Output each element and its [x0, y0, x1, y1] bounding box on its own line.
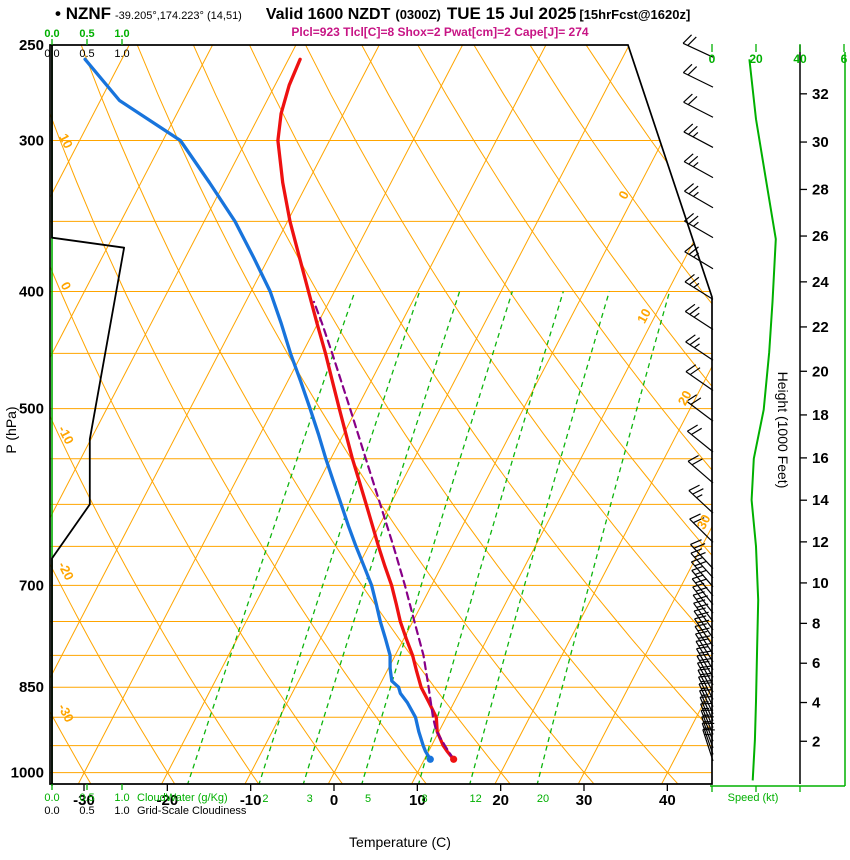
station-name: NZNF — [65, 4, 112, 23]
stability-indices: Plcl=923 Tlcl[C]=8 Shox=2 Pwat[cm]=2 Cap… — [291, 25, 589, 39]
svg-text:0.0: 0.0 — [44, 48, 59, 60]
station-coords: -39.205°,174.223° (14,51) — [115, 10, 242, 22]
svg-text:-10: -10 — [55, 423, 77, 447]
svg-text:250: 250 — [19, 37, 44, 54]
svg-text:4: 4 — [812, 695, 821, 712]
svg-text:2: 2 — [812, 733, 820, 750]
svg-text:0.5: 0.5 — [79, 805, 94, 817]
svg-text:0.5: 0.5 — [79, 792, 94, 804]
svg-text:-30: -30 — [55, 701, 77, 725]
svg-text:1.0: 1.0 — [114, 48, 129, 60]
svg-text:1000: 1000 — [11, 765, 44, 782]
svg-text:-20: -20 — [156, 792, 178, 809]
svg-text:Height (1000 Feet): Height (1000 Feet) — [775, 372, 791, 489]
svg-text:12: 12 — [812, 534, 829, 551]
grid-value-labels: 0 10 20 30 10 0 -10 -20 -30 — [55, 131, 713, 725]
svg-text:5: 5 — [365, 793, 371, 805]
svg-text:Temperature (C): Temperature (C) — [349, 834, 451, 850]
svg-text:8: 8 — [422, 793, 428, 805]
svg-text:30: 30 — [693, 512, 713, 532]
svg-text:0: 0 — [709, 52, 716, 66]
svg-text:10: 10 — [634, 306, 654, 326]
svg-text:6: 6 — [812, 655, 820, 672]
svg-text:-20: -20 — [55, 559, 77, 583]
svg-text:32: 32 — [812, 86, 829, 103]
svg-text:6: 6 — [841, 52, 848, 66]
svg-text:0: 0 — [58, 279, 75, 292]
header-title-line: • NZNF -39.205°,174.223° (14,51) Valid 160… — [55, 4, 690, 24]
sounding-curves — [83, 57, 456, 761]
svg-text:22: 22 — [812, 319, 829, 336]
svg-text:14: 14 — [812, 492, 829, 509]
svg-text:10: 10 — [812, 575, 829, 592]
svg-text:20: 20 — [812, 363, 829, 380]
svg-text:0: 0 — [330, 792, 338, 809]
mixing-ratio-lines — [186, 291, 671, 784]
station-bullet: • — [55, 4, 61, 23]
svg-text:700: 700 — [19, 577, 44, 594]
svg-text:2: 2 — [262, 793, 268, 805]
svg-text:0.0: 0.0 — [44, 805, 59, 817]
cloudiness-profile — [51, 44, 125, 786]
svg-text:20: 20 — [675, 388, 695, 408]
svg-text:8: 8 — [812, 615, 820, 632]
svg-text:0.0: 0.0 — [44, 792, 59, 804]
svg-text:0.5: 0.5 — [79, 28, 94, 40]
valid-time: Valid 1600 NZDT — [265, 6, 391, 23]
wind-barbs — [682, 34, 715, 762]
svg-text:30: 30 — [576, 792, 593, 809]
svg-text:26: 26 — [812, 228, 829, 245]
svg-text:30: 30 — [812, 134, 829, 151]
svg-text:20: 20 — [749, 52, 763, 66]
temperature-axis: -30 -20 -10 0 10 20 30 40 Temperature (C) — [73, 784, 676, 850]
svg-text:500: 500 — [19, 401, 44, 418]
svg-text:-30: -30 — [73, 792, 95, 809]
svg-text:20: 20 — [492, 792, 509, 809]
mixing-ratio-labels: 2 3 5 8 12 20 — [262, 793, 549, 805]
svg-text:0: 0 — [615, 188, 632, 201]
forecast-tag: [15hrFcst@1620z] — [579, 7, 691, 22]
svg-text:12: 12 — [470, 793, 482, 805]
svg-text:0.5: 0.5 — [79, 48, 94, 60]
plot-frame — [49, 44, 713, 785]
svg-text:1.0: 1.0 — [114, 805, 129, 817]
wind-speed-profile — [748, 59, 777, 781]
surface-markers — [426, 755, 458, 763]
skewt-grid — [50, 45, 712, 784]
svg-text:10: 10 — [409, 792, 426, 809]
valid-time-z: (0300Z) — [395, 7, 441, 22]
svg-text:28: 28 — [812, 181, 829, 198]
svg-text:300: 300 — [19, 132, 44, 149]
svg-text:40: 40 — [659, 792, 676, 809]
svg-text:16: 16 — [812, 450, 829, 467]
svg-text:Speed (kt): Speed (kt) — [728, 792, 779, 804]
svg-text:24: 24 — [812, 274, 829, 291]
svg-text:0.0: 0.0 — [44, 28, 59, 40]
cloud-scales: 0.00.00.00.00.50.50.50.51.01.01.01.0Clou… — [44, 28, 247, 817]
svg-text:18: 18 — [812, 407, 829, 424]
pressure-axis: 250 300 400 500 700 850 1000 P (hPa) — [3, 37, 44, 782]
svg-text:20: 20 — [537, 793, 549, 805]
svg-text:850: 850 — [19, 679, 44, 696]
svg-text:P (hPa): P (hPa) — [3, 406, 19, 453]
station-id: • NZNF — [55, 4, 111, 23]
svg-text:40: 40 — [793, 52, 807, 66]
svg-text:1.0: 1.0 — [114, 28, 129, 40]
valid-date: TUE 15 Jul 2025 — [446, 4, 577, 23]
svg-text:1.0: 1.0 — [114, 792, 129, 804]
svg-text:3: 3 — [307, 793, 313, 805]
svg-text:Grid-Scale Cloudiness: Grid-Scale Cloudiness — [137, 805, 247, 817]
svg-text:-10: -10 — [240, 792, 262, 809]
speed-axis: 0 20 40 6 Speed (kt) — [709, 44, 848, 804]
svg-text:CloudWater (g/Kg): CloudWater (g/Kg) — [137, 792, 228, 804]
svg-text:10: 10 — [56, 131, 76, 151]
svg-text:400: 400 — [19, 284, 44, 301]
